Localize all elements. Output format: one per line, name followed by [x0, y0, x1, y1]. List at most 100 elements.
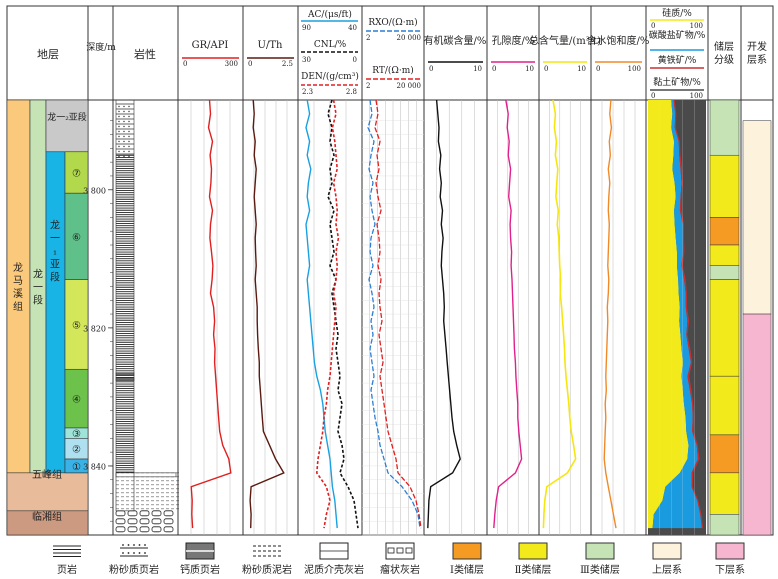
label-long1-char: 龙 — [33, 267, 43, 280]
scale-left-rxo: 2 — [366, 34, 370, 42]
lith-silt-dot — [128, 140, 130, 143]
legend-label-calcareous_shale: 钙质页岩 — [180, 563, 220, 576]
legend-silt-dot — [138, 544, 141, 546]
reservoir-grade-3 — [709, 99, 740, 156]
reservoir-grade-2 — [709, 375, 740, 436]
lith-silt-dot — [128, 120, 130, 123]
header-uth: U/Th — [258, 40, 283, 51]
lith-nodule — [151, 526, 162, 533]
scale-left-rt: 2 — [366, 82, 370, 90]
lith-silt-dot — [118, 150, 120, 153]
gr-curve — [190, 99, 232, 529]
legend-swatch-upper — [652, 542, 682, 560]
strata-linxiang — [6, 510, 89, 536]
header-cnl: CNL/% — [314, 40, 347, 50]
depth-tick-label: 3 840 — [83, 462, 106, 471]
label-wufeng: 五峰组 — [32, 468, 62, 481]
legend-silt-dot — [133, 552, 135, 554]
header-ac: AC/(μs/ft) — [307, 9, 352, 20]
lith-silt-dot — [128, 115, 130, 118]
sw-curve — [603, 99, 617, 529]
label-long1-2: 龙一₂亚段 — [47, 111, 87, 123]
scale-left-mineral-2: 0 — [651, 92, 655, 100]
lith-silt-dot — [118, 140, 120, 143]
header-lithology: 岩性 — [134, 47, 156, 61]
lith-nodule — [139, 518, 150, 525]
mineral-carbonate-fill — [652, 100, 702, 529]
legend-nodule — [396, 547, 404, 554]
mineral-siliceous-fill — [648, 100, 689, 529]
legend-label-class1: Ⅰ类储层 — [450, 563, 484, 576]
reservoir-grade-2 — [709, 244, 740, 266]
header-gas: 总含气量/(m³/t) — [529, 34, 601, 47]
lith-silt-dot — [118, 130, 120, 133]
header-rt: RT/(Ω·m) — [372, 65, 414, 76]
lith-silt-dot — [128, 150, 130, 153]
legend-label-silty_shale: 粉砂质页岩 — [109, 563, 159, 576]
legend-silt-dot — [138, 552, 141, 554]
lith-calc-band — [115, 372, 135, 376]
header-toc: 有机碳含量/% — [424, 34, 487, 47]
lith-nodule — [127, 510, 138, 517]
scale-right-cnl: 0 — [353, 56, 357, 64]
lith-nodule — [127, 518, 138, 525]
lith-silt-dot — [118, 115, 120, 118]
lith-nodule — [115, 518, 126, 525]
header-reservoir-grade-2: 分级 — [714, 54, 734, 66]
legend-swatch-class2 — [518, 542, 548, 560]
scale-left-gr: 0 — [183, 60, 187, 68]
dev-layer-lower — [742, 313, 772, 536]
label-long1-1-char: 段 — [50, 271, 60, 284]
lith-silt-dot — [128, 135, 130, 138]
uth-curve — [249, 99, 285, 529]
scale-right-gas: 10 — [577, 65, 586, 73]
scale-left-gas: 0 — [544, 65, 548, 73]
lith-silt-dot — [118, 135, 120, 138]
sublayer-label-4: ④ — [72, 395, 81, 406]
sublayer-label-2: ② — [72, 445, 81, 456]
cnl-curve — [327, 99, 359, 529]
legend-label-lower: 下层系 — [715, 564, 745, 576]
den-curve — [315, 99, 340, 529]
lith-silt-dot — [118, 145, 120, 148]
reservoir-grade-1 — [709, 217, 740, 246]
scale-left-mineral-1: 0 — [651, 22, 655, 30]
lith-silt-dot — [128, 155, 130, 158]
label-longmaxi-char: 组 — [13, 300, 23, 313]
legend-swatch-class1 — [452, 542, 482, 560]
header-reservoir-grade: 储层 — [714, 40, 734, 53]
gas-curve — [542, 99, 577, 529]
lith-nodule — [163, 518, 174, 525]
lith-silt-dot — [128, 110, 130, 113]
scale-right-uth: 2.5 — [282, 60, 293, 68]
reservoir-grade-2 — [709, 279, 740, 377]
lith-nodule — [163, 526, 174, 533]
header-gr: GR/API — [192, 40, 229, 51]
scale-left-sw: 0 — [596, 65, 600, 73]
lith-silt-dot — [123, 135, 125, 138]
legend-nodule — [387, 547, 395, 554]
lith-silt-dot — [118, 155, 120, 158]
scale-right-ac: 40 — [348, 24, 357, 32]
scale-left-uth: 0 — [248, 60, 252, 68]
scale-left-ac: 90 — [302, 24, 311, 32]
header-pyrite: 黄铁矿/% — [658, 54, 697, 66]
header-den: DEN/(g/cm³) — [301, 71, 359, 82]
scale-right-rxo: 20 000 — [397, 34, 422, 42]
sublayer-label-7: ⑦ — [72, 169, 81, 180]
lith-silt-dot — [118, 105, 120, 108]
rt-curve — [374, 99, 422, 529]
label-long1-char: 段 — [33, 293, 43, 306]
label-long1-1-char: ₁ — [53, 247, 57, 258]
depth-tick-label: 3 800 — [83, 186, 106, 195]
lith-silt-dot — [123, 105, 125, 108]
legend-nodular-box — [385, 542, 415, 560]
scale-right-mineral-1: 100 — [690, 22, 703, 30]
reservoir-grade-2 — [709, 154, 740, 218]
toc-curve — [427, 99, 461, 529]
header-formation: 地层 — [37, 48, 59, 61]
scale-right-por: 10 — [525, 65, 534, 73]
header-depth: 深度/m — [86, 41, 116, 53]
legend-label-nodular_limestone: 瘤状灰岩 — [380, 563, 420, 576]
lith-silt-dot — [123, 145, 125, 148]
